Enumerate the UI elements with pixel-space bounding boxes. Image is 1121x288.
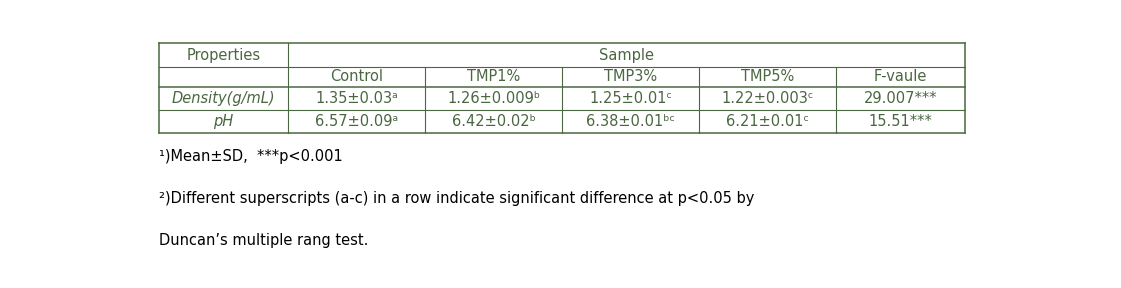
Text: 1.35±0.03ᵃ: 1.35±0.03ᵃ xyxy=(315,91,398,106)
Text: 6.38±0.01ᵇᶜ: 6.38±0.01ᵇᶜ xyxy=(586,114,675,129)
Text: 6.57±0.09ᵃ: 6.57±0.09ᵃ xyxy=(315,114,398,129)
Text: ¹)Mean±SD,  ***p<0.001: ¹)Mean±SD, ***p<0.001 xyxy=(159,149,343,164)
Text: 15.51***: 15.51*** xyxy=(869,114,933,129)
Text: Density(g/mL): Density(g/mL) xyxy=(172,91,276,106)
Text: 1.26±0.009ᵇ: 1.26±0.009ᵇ xyxy=(447,91,540,106)
Text: TMP5%: TMP5% xyxy=(741,69,795,84)
Text: TMP3%: TMP3% xyxy=(604,69,657,84)
Text: 6.21±0.01ᶜ: 6.21±0.01ᶜ xyxy=(726,114,809,129)
Text: pH: pH xyxy=(213,114,234,129)
Text: F-vaule: F-vaule xyxy=(873,69,927,84)
Text: Control: Control xyxy=(330,69,383,84)
Text: Properties: Properties xyxy=(186,48,261,62)
Text: ²)Different superscripts (a-c) in a row indicate significant difference at p<0.0: ²)Different superscripts (a-c) in a row … xyxy=(159,191,754,206)
Text: TMP1%: TMP1% xyxy=(467,69,520,84)
Text: 1.25±0.01ᶜ: 1.25±0.01ᶜ xyxy=(590,91,671,106)
Text: Sample: Sample xyxy=(599,48,654,62)
Text: Duncan’s multiple rang test.: Duncan’s multiple rang test. xyxy=(159,233,369,248)
Text: 6.42±0.02ᵇ: 6.42±0.02ᵇ xyxy=(452,114,536,129)
Text: 29.007***: 29.007*** xyxy=(863,91,937,106)
Text: 1.22±0.003ᶜ: 1.22±0.003ᶜ xyxy=(722,91,814,106)
